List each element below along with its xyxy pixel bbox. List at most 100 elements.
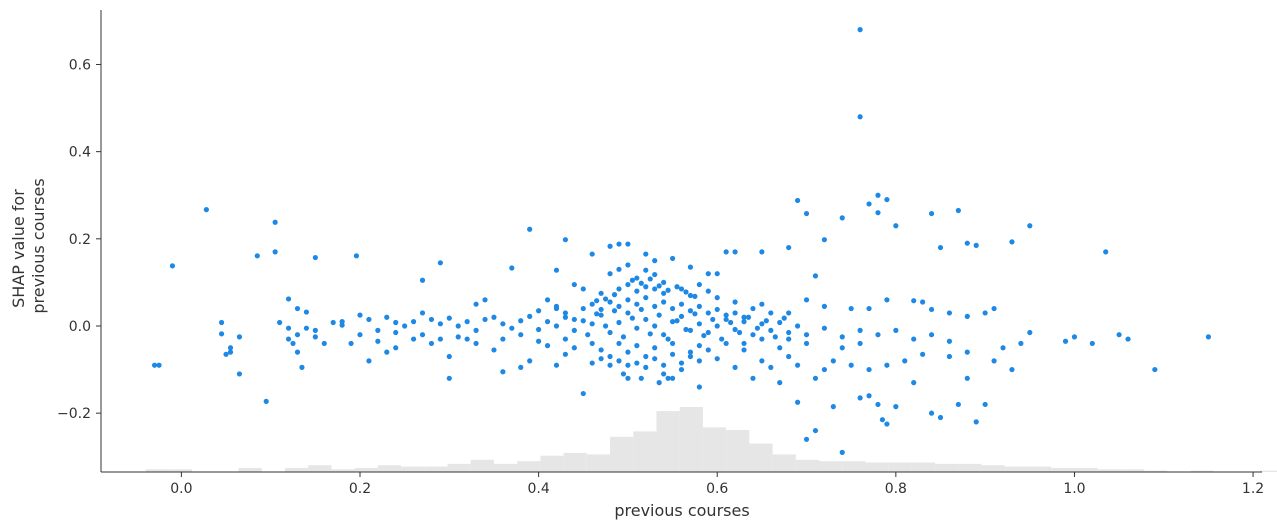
- data-point: [786, 336, 792, 342]
- data-point: [687, 353, 694, 360]
- data-point: [272, 249, 278, 255]
- data-point: [669, 340, 676, 347]
- data-point: [795, 323, 801, 329]
- data-point: [634, 301, 640, 307]
- histogram-bar: [679, 407, 703, 472]
- data-point: [464, 319, 470, 325]
- data-point: [678, 301, 685, 307]
- data-point: [553, 303, 560, 309]
- data-point: [509, 265, 515, 271]
- data-point: [616, 303, 622, 309]
- data-point: [544, 297, 551, 303]
- histogram-bar: [1260, 470, 1277, 472]
- data-point: [687, 264, 694, 270]
- data-point: [625, 297, 631, 303]
- histogram-bar: [238, 467, 262, 472]
- data-point: [562, 351, 569, 357]
- data-point: [759, 249, 765, 255]
- data-point: [661, 299, 667, 305]
- data-point: [643, 295, 649, 301]
- data-point: [678, 313, 685, 319]
- x-tick-label: 1.0: [1063, 481, 1085, 497]
- data-point: [203, 207, 209, 213]
- data-point: [928, 306, 935, 313]
- data-point: [723, 249, 729, 255]
- data-point: [598, 290, 604, 296]
- data-point: [1152, 366, 1158, 373]
- data-point: [607, 353, 613, 360]
- histogram-bar: [610, 436, 634, 472]
- data-point: [312, 254, 318, 261]
- data-point: [669, 351, 676, 357]
- data-point: [473, 301, 479, 307]
- data-point: [768, 364, 774, 370]
- data-point: [839, 449, 845, 455]
- data-point: [875, 192, 881, 198]
- histogram-bar: [1074, 467, 1098, 472]
- data-point: [705, 271, 711, 277]
- histogram-bar: [401, 466, 425, 472]
- data-point: [611, 292, 618, 298]
- data-point: [674, 318, 680, 324]
- data-point: [294, 349, 301, 355]
- data-point: [607, 243, 613, 249]
- data-point: [848, 362, 854, 368]
- data-point: [580, 390, 586, 397]
- data-point: [428, 340, 435, 347]
- data-point: [455, 323, 461, 329]
- data-point: [879, 417, 886, 423]
- data-point: [625, 262, 631, 268]
- data-point: [1009, 239, 1015, 245]
- data-point: [643, 316, 649, 323]
- histogram-bar: [517, 461, 541, 472]
- data-point: [732, 364, 738, 370]
- data-point: [553, 323, 560, 329]
- data-point: [589, 360, 595, 366]
- data-point: [696, 358, 702, 364]
- data-point: [946, 310, 953, 316]
- data-point: [643, 251, 649, 257]
- data-point: [339, 322, 345, 328]
- data-point: [589, 321, 595, 327]
- data-point: [446, 375, 452, 381]
- data-point: [285, 336, 292, 342]
- histogram-bar: [795, 459, 820, 472]
- data-point: [218, 331, 225, 337]
- data-point: [428, 316, 435, 323]
- x-tick-label: 0.8: [885, 481, 907, 497]
- histogram-bar: [749, 443, 773, 472]
- data-point: [795, 197, 801, 204]
- data-point: [857, 340, 863, 347]
- data-point: [410, 319, 417, 325]
- data-point: [714, 323, 720, 329]
- data-point: [616, 358, 622, 364]
- data-point: [687, 349, 694, 355]
- data-point: [839, 334, 845, 340]
- data-point: [527, 313, 533, 319]
- data-point: [500, 369, 506, 375]
- data-point: [920, 299, 926, 305]
- data-point: [303, 325, 310, 331]
- data-point: [732, 310, 738, 316]
- data-point: [786, 244, 792, 251]
- data-point: [1062, 338, 1069, 344]
- data-point: [763, 318, 769, 324]
- data-point: [366, 316, 372, 323]
- data-point: [696, 303, 702, 309]
- data-point: [218, 319, 225, 326]
- data-point: [312, 327, 318, 333]
- data-point: [446, 315, 452, 321]
- data-point: [393, 329, 399, 336]
- data-point: [625, 362, 631, 368]
- histogram-bar: [1120, 469, 1145, 472]
- data-point: [634, 288, 640, 294]
- data-point: [598, 347, 604, 353]
- data-point: [393, 345, 399, 351]
- data-point: [696, 384, 702, 390]
- data-point: [665, 336, 671, 342]
- data-point: [151, 362, 158, 368]
- data-point: [705, 310, 711, 316]
- data-point: [299, 364, 305, 370]
- data-point: [312, 334, 318, 340]
- data-point: [321, 340, 327, 347]
